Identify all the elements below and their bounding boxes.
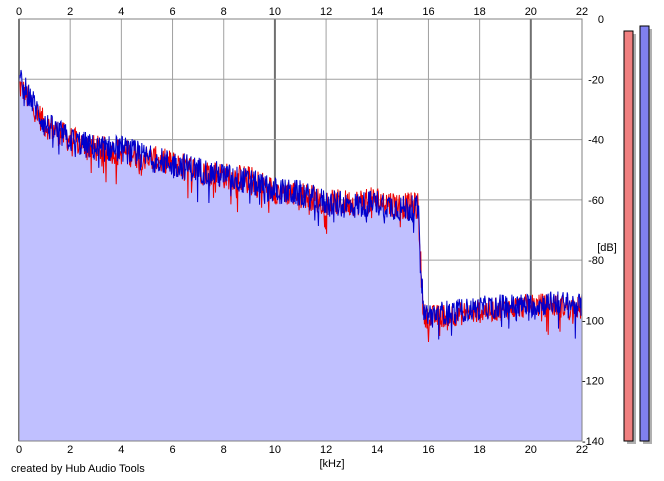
x-tick-label-bottom: 12 (320, 444, 332, 456)
level-meters (623, 25, 652, 444)
x-tick-label-top: 20 (525, 6, 537, 18)
spectrum-area (19, 70, 582, 441)
level-meter-right (639, 25, 650, 442)
x-tick-label-bottom: 2 (67, 444, 73, 456)
x-tick-label-top: 18 (474, 6, 486, 18)
x-tick-label-top: 4 (118, 6, 124, 18)
x-tick-label-top: 2 (67, 6, 73, 18)
y-tick-label: -40 (588, 135, 604, 147)
y-tick-label: -20 (588, 74, 604, 86)
x-tick-label-top: 16 (422, 6, 434, 18)
series-line-right (18, 69, 583, 340)
y-tick-label: -120 (582, 376, 604, 388)
x-tick-label-top: 8 (221, 6, 227, 18)
credit-text: created by Hub Audio Tools (11, 463, 145, 475)
x-tick-label-bottom: 20 (525, 444, 537, 456)
x-tick-label-bottom: 0 (16, 444, 22, 456)
y-axis-label: [dB] (597, 242, 617, 254)
plot-frame (18, 18, 583, 442)
y-tick-labels: 0 -20 -40 -60 -80 -100 -120 -140 (582, 14, 604, 448)
level-meter-left (623, 30, 634, 442)
series-layer (18, 69, 583, 343)
x-tick-label-bottom: 16 (422, 444, 434, 456)
y-tick-label: -100 (582, 315, 604, 327)
x-tick-label-top: 22 (576, 6, 588, 18)
x-tick-label-bottom: 6 (169, 444, 175, 456)
x-axis-label: [kHz] (319, 458, 344, 470)
y-tick-label: -140 (582, 436, 604, 448)
x-tick-label-bottom: 4 (118, 444, 124, 456)
x-tick-label-bottom: 22 (576, 444, 588, 456)
y-tick-label: -60 (588, 195, 604, 207)
x-tick-label-top: 14 (371, 6, 383, 18)
x-tick-label-top: 10 (269, 6, 281, 18)
x-tick-label-bottom: 18 (474, 444, 486, 456)
x-tick-label-bottom: 14 (371, 444, 383, 456)
x-tick-label-bottom: 8 (221, 444, 227, 456)
x-tick-label-top: 0 (16, 6, 22, 18)
y-tick-label: 0 (598, 14, 604, 26)
y-tick-label: -80 (588, 255, 604, 267)
x-tick-label-top: 6 (169, 6, 175, 18)
x-tick-label-top: 12 (320, 6, 332, 18)
x-tick-label-bottom: 10 (269, 444, 281, 456)
spectrum-fill (19, 70, 582, 441)
